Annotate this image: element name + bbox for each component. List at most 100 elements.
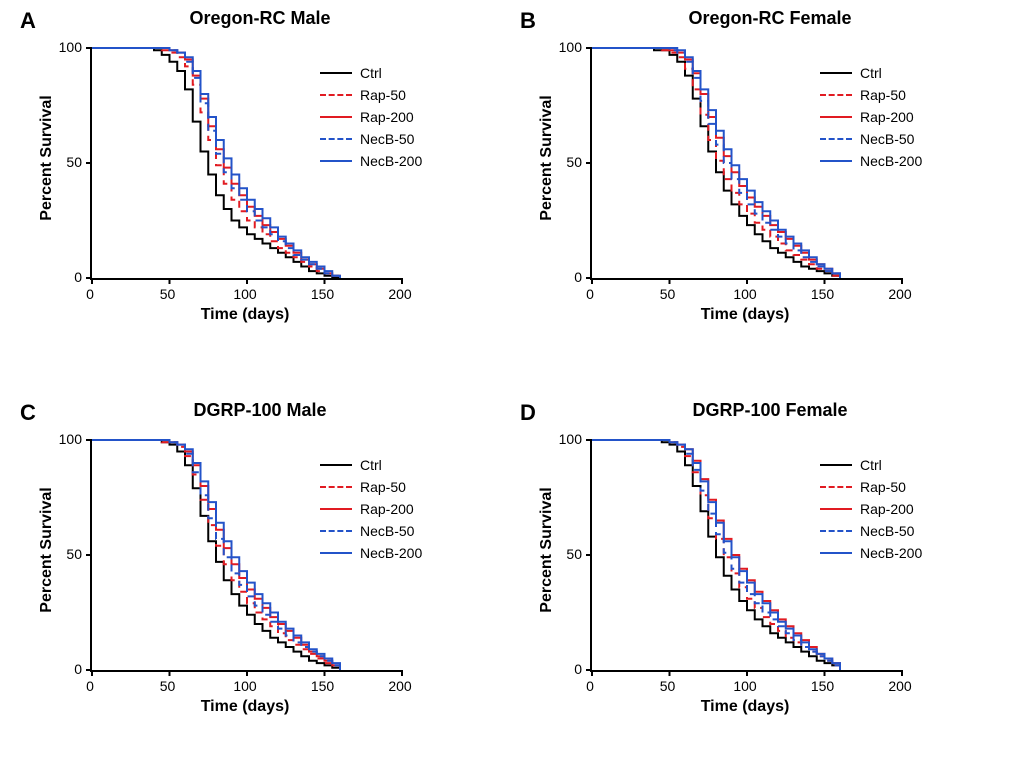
panel-B-ytick-100: 100 [546,39,582,55]
legend-label-NecB-50: NecB-50 [860,131,914,147]
panel-A-ylabel: Percent Survival [38,83,56,233]
legend-item-Rap-50: Rap-50 [820,476,922,498]
panel-A-title: Oregon-RC Male [130,8,390,29]
legend-item-NecB-200: NecB-200 [820,150,922,172]
legend-swatch-NecB-50 [320,530,352,532]
legend-label-NecB-200: NecB-200 [360,545,422,561]
panel-B-series-Ctrl [592,48,840,278]
panel-A-xlabel: Time (days) [185,306,305,324]
panel-D-xlabel: Time (days) [685,698,805,716]
legend-swatch-Rap-50 [320,94,352,96]
panel-C-title: DGRP-100 Male [130,400,390,421]
panel-A-series-NecB-200 [92,48,340,278]
legend-label-Rap-50: Rap-50 [360,479,406,495]
panel-C-xtick-0: 0 [70,678,110,694]
panel-B-title: Oregon-RC Female [640,8,900,29]
legend-swatch-Ctrl [320,464,352,466]
panel-C-label: C [20,400,36,426]
panel-C-xlabel: Time (days) [185,698,305,716]
panel-A-series-NecB-50 [92,48,340,278]
panel-B-xtick-100: 100 [725,286,765,302]
panel-B-xtick-0: 0 [570,286,610,302]
panel-D-ylabel: Percent Survival [538,475,556,625]
panel-D-xtick-200: 200 [880,678,920,694]
legend-item-Rap-200: Rap-200 [820,106,922,128]
legend-swatch-Ctrl [820,464,852,466]
legend-swatch-NecB-200 [820,160,852,162]
legend-item-Rap-50: Rap-50 [320,476,422,498]
legend-item-Rap-50: Rap-50 [820,84,922,106]
panel-B-xtick-150: 150 [803,286,843,302]
panel-B-xtick-50: 50 [648,286,688,302]
legend-item-Rap-200: Rap-200 [320,498,422,520]
panel-D-xtick-150: 150 [803,678,843,694]
legend-label-NecB-200: NecB-200 [860,153,922,169]
panel-A-xtick-100: 100 [225,286,265,302]
legend-swatch-Rap-200 [820,116,852,118]
panel-A-ytick-0: 0 [46,269,82,285]
legend-swatch-NecB-50 [820,530,852,532]
panel-B-legend: Ctrl Rap-50 Rap-200 NecB-50 NecB-200 [820,62,922,172]
legend-label-Rap-50: Rap-50 [860,87,906,103]
legend-item-NecB-200: NecB-200 [820,542,922,564]
legend-label-Rap-200: Rap-200 [360,109,414,125]
legend-item-NecB-50: NecB-50 [820,128,922,150]
legend-item-Ctrl: Ctrl [820,454,922,476]
legend-swatch-Rap-50 [820,486,852,488]
legend-swatch-Ctrl [820,72,852,74]
panel-A-ytick-100: 100 [46,39,82,55]
panel-B-ylabel: Percent Survival [538,83,556,233]
legend-item-Ctrl: Ctrl [820,62,922,84]
legend-label-Ctrl: Ctrl [860,457,882,473]
legend-label-NecB-200: NecB-200 [860,545,922,561]
panel-C-xtick-50: 50 [148,678,188,694]
panel-A-series-Rap-50 [92,48,340,278]
legend-label-Ctrl: Ctrl [860,65,882,81]
panel-A-series-Ctrl [92,48,340,278]
legend-label-Ctrl: Ctrl [360,65,382,81]
legend-swatch-Ctrl [320,72,352,74]
panel-B-ytick-0: 0 [546,269,582,285]
figure: AOregon-RC Male050100150200050100Percent… [0,0,1020,774]
panel-D-series-Ctrl [592,440,840,670]
legend-item-Rap-200: Rap-200 [320,106,422,128]
panel-D-legend: Ctrl Rap-50 Rap-200 NecB-50 NecB-200 [820,454,922,564]
panel-A-xtick-0: 0 [70,286,110,302]
legend-item-NecB-200: NecB-200 [320,150,422,172]
panel-A-xtick-200: 200 [380,286,420,302]
panel-C-xtick-150: 150 [303,678,343,694]
legend-item-NecB-50: NecB-50 [820,520,922,542]
legend-label-Rap-50: Rap-50 [360,87,406,103]
legend-swatch-Rap-50 [320,486,352,488]
legend-label-Rap-200: Rap-200 [860,109,914,125]
panel-D-xtick-0: 0 [570,678,610,694]
legend-label-Ctrl: Ctrl [360,457,382,473]
legend-swatch-Rap-50 [820,94,852,96]
legend-label-NecB-50: NecB-50 [360,131,414,147]
legend-swatch-NecB-200 [820,552,852,554]
panel-C-ylabel: Percent Survival [38,475,56,625]
legend-swatch-Rap-200 [820,508,852,510]
panel-B-xlabel: Time (days) [685,306,805,324]
legend-label-Rap-200: Rap-200 [860,501,914,517]
legend-swatch-NecB-200 [320,552,352,554]
panel-D-ytick-100: 100 [546,431,582,447]
panel-C-xtick-200: 200 [380,678,420,694]
legend-label-NecB-50: NecB-50 [360,523,414,539]
legend-label-Rap-50: Rap-50 [860,479,906,495]
panel-D-label: D [520,400,536,426]
panel-C-legend: Ctrl Rap-50 Rap-200 NecB-50 NecB-200 [320,454,422,564]
panel-A-series-Rap-200 [92,48,340,278]
legend-item-Ctrl: Ctrl [320,62,422,84]
panel-B-label: B [520,8,536,34]
legend-item-Rap-50: Rap-50 [320,84,422,106]
panel-B-xtick-200: 200 [880,286,920,302]
panel-C-series-Ctrl [92,440,340,670]
panel-D-title: DGRP-100 Female [640,400,900,421]
panel-C-ytick-100: 100 [46,431,82,447]
legend-swatch-NecB-200 [320,160,352,162]
panel-C-xtick-100: 100 [225,678,265,694]
legend-label-NecB-50: NecB-50 [860,523,914,539]
legend-swatch-Rap-200 [320,116,352,118]
panel-A-legend: Ctrl Rap-50 Rap-200 NecB-50 NecB-200 [320,62,422,172]
